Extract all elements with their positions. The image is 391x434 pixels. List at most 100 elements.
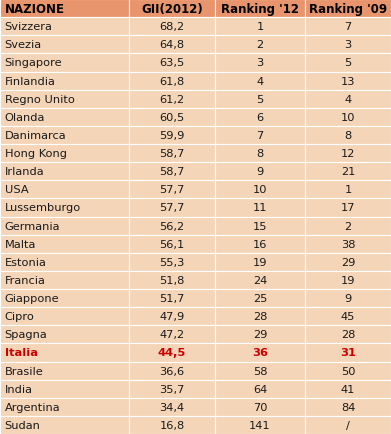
Text: Sudan: Sudan (5, 420, 41, 430)
Bar (0, 199, 129, 217)
Bar (0, 326, 129, 344)
Text: 16,8: 16,8 (160, 420, 185, 430)
Text: Ranking '09: Ranking '09 (309, 3, 387, 16)
Text: 12: 12 (341, 149, 355, 159)
Text: 19: 19 (341, 275, 355, 285)
Bar (0, 235, 129, 253)
Text: 47,2: 47,2 (160, 329, 185, 339)
Text: 28: 28 (341, 329, 355, 339)
Text: Lussemburgo: Lussemburgo (5, 203, 81, 213)
Bar (215, 72, 305, 90)
Bar (0, 0, 129, 18)
Bar (0, 289, 129, 307)
Bar (129, 362, 215, 380)
Text: GII(2012): GII(2012) (141, 3, 203, 16)
Bar (129, 271, 215, 289)
Bar (0, 145, 129, 163)
Bar (215, 0, 305, 18)
Text: /: / (346, 420, 350, 430)
Text: 84: 84 (341, 402, 355, 412)
Text: 57,7: 57,7 (160, 203, 185, 213)
Bar (0, 271, 129, 289)
Bar (305, 344, 391, 362)
Bar (0, 398, 129, 416)
Text: Spagna: Spagna (5, 329, 47, 339)
Text: 10: 10 (341, 112, 355, 122)
Text: 7: 7 (344, 22, 352, 32)
Text: 10: 10 (253, 185, 267, 195)
Bar (129, 145, 215, 163)
Bar (215, 163, 305, 181)
Bar (305, 163, 391, 181)
Bar (305, 145, 391, 163)
Text: 50: 50 (341, 366, 355, 376)
Bar (129, 307, 215, 326)
Bar (305, 307, 391, 326)
Text: 16: 16 (253, 239, 267, 249)
Text: 70: 70 (253, 402, 267, 412)
Bar (129, 72, 215, 90)
Bar (0, 90, 129, 108)
Bar (129, 398, 215, 416)
Text: Giappone: Giappone (5, 293, 59, 303)
Bar (215, 398, 305, 416)
Bar (215, 127, 305, 145)
Bar (305, 326, 391, 344)
Bar (215, 362, 305, 380)
Bar (305, 72, 391, 90)
Text: 68,2: 68,2 (160, 22, 185, 32)
Text: 29: 29 (341, 257, 355, 267)
Text: 17: 17 (341, 203, 355, 213)
Text: 8: 8 (344, 131, 352, 141)
Text: 29: 29 (253, 329, 267, 339)
Bar (0, 380, 129, 398)
Bar (215, 235, 305, 253)
Bar (305, 289, 391, 307)
Text: Regno Unito: Regno Unito (5, 95, 75, 105)
Text: 19: 19 (253, 257, 267, 267)
Text: Svizzera: Svizzera (5, 22, 52, 32)
Text: Danimarca: Danimarca (5, 131, 66, 141)
Bar (215, 344, 305, 362)
Text: Italia: Italia (5, 348, 38, 358)
Text: 56,1: 56,1 (160, 239, 185, 249)
Text: 63,5: 63,5 (160, 58, 185, 68)
Bar (215, 90, 305, 108)
Text: 64: 64 (253, 384, 267, 394)
Bar (0, 307, 129, 326)
Bar (215, 416, 305, 434)
Text: 51,7: 51,7 (160, 293, 185, 303)
Bar (129, 163, 215, 181)
Text: 2: 2 (256, 40, 264, 50)
Text: 9: 9 (256, 167, 264, 177)
Bar (305, 199, 391, 217)
Text: Ranking '12: Ranking '12 (221, 3, 299, 16)
Bar (0, 416, 129, 434)
Text: Irlanda: Irlanda (5, 167, 44, 177)
Bar (215, 217, 305, 235)
Text: 21: 21 (341, 167, 355, 177)
Bar (215, 326, 305, 344)
Text: 56,2: 56,2 (160, 221, 185, 231)
Text: India: India (5, 384, 33, 394)
Text: Svezia: Svezia (5, 40, 42, 50)
Text: 36: 36 (252, 348, 268, 358)
Text: 36,6: 36,6 (160, 366, 185, 376)
Text: 60,5: 60,5 (160, 112, 185, 122)
Text: 55,3: 55,3 (160, 257, 185, 267)
Text: Hong Kong: Hong Kong (5, 149, 67, 159)
Text: 4: 4 (344, 95, 352, 105)
Text: 141: 141 (249, 420, 271, 430)
Bar (129, 235, 215, 253)
Text: 64,8: 64,8 (160, 40, 185, 50)
Bar (0, 108, 129, 127)
Text: Argentina: Argentina (5, 402, 60, 412)
Bar (305, 0, 391, 18)
Bar (129, 416, 215, 434)
Text: 11: 11 (253, 203, 267, 213)
Text: Estonia: Estonia (5, 257, 47, 267)
Text: 45: 45 (341, 312, 355, 322)
Text: Francia: Francia (5, 275, 46, 285)
Bar (305, 90, 391, 108)
Text: Olanda: Olanda (5, 112, 45, 122)
